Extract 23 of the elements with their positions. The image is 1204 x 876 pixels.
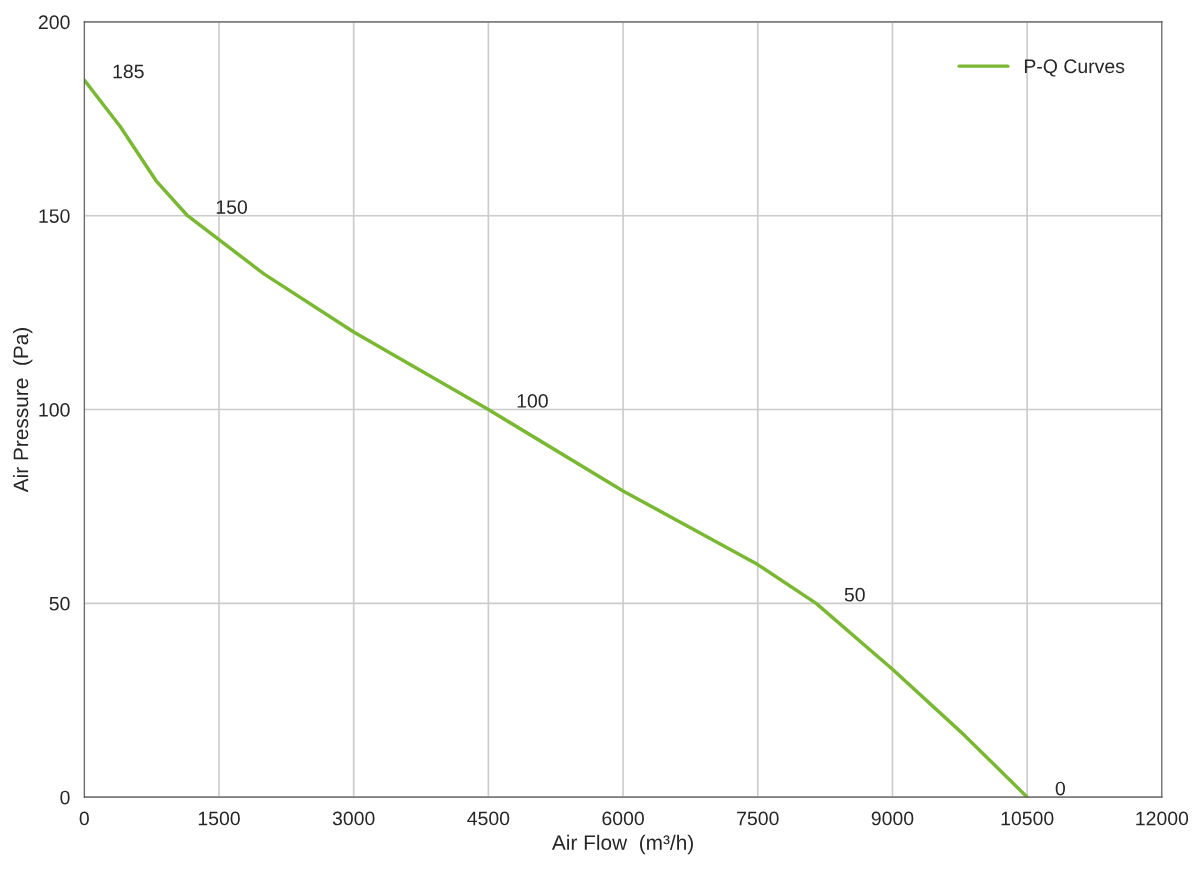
x-tick-label: 12000 xyxy=(1136,811,1189,826)
x-tick-label: 7500 xyxy=(737,811,779,826)
y-tick-label: 200 xyxy=(38,15,70,30)
x-tick-label: 1500 xyxy=(198,811,240,826)
y-tick-label: 50 xyxy=(49,596,70,611)
legend-label: P-Q Curves xyxy=(1024,59,1125,77)
x-tick-label: 3000 xyxy=(332,811,375,826)
x-tick-label: 0 xyxy=(79,811,89,826)
data-label: 50 xyxy=(844,587,865,602)
data-label: 185 xyxy=(113,64,144,79)
x-tick-label: 4500 xyxy=(467,811,510,826)
x-tick-label: 6000 xyxy=(602,811,644,826)
data-label: 150 xyxy=(216,200,248,214)
y-axis-title: Air Pressure (Pa) xyxy=(12,328,33,493)
x-axis-title: Air Flow (m³/h) xyxy=(551,834,693,855)
y-tick-label: 150 xyxy=(39,209,70,223)
line-series xyxy=(84,78,1029,798)
data-label: 0 xyxy=(1055,781,1065,796)
data-label: 100 xyxy=(517,394,548,408)
y-tick-label: 100 xyxy=(39,403,70,417)
y-tick-label: 0 xyxy=(60,790,70,805)
x-tick-label: 9000 xyxy=(871,811,914,826)
x-tick-label: 10500 xyxy=(1001,811,1054,826)
